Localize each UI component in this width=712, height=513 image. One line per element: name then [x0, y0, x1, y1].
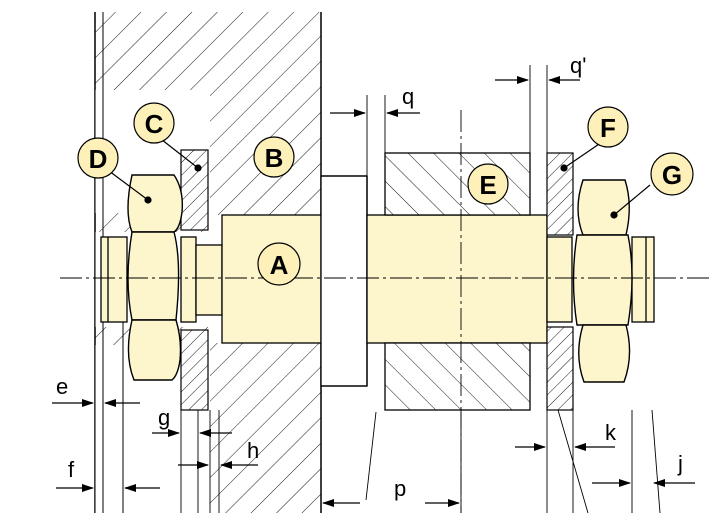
label-g: G — [662, 160, 682, 190]
label-bubble-e: E — [467, 163, 509, 205]
dim-label-q: q — [402, 84, 414, 109]
block-e — [384, 152, 531, 411]
label-f: F — [600, 113, 616, 143]
extension-lines — [180, 65, 661, 513]
label-c: C — [145, 109, 164, 139]
label-bubble-c: C — [133, 102, 175, 144]
dim-label-j: j — [677, 451, 683, 476]
label-bubble-f: F — [587, 106, 629, 148]
dim-label-q-prime: q' — [570, 53, 586, 78]
label-d: D — [89, 144, 108, 174]
washer-f — [546, 152, 574, 411]
dim-label-p: p — [394, 476, 406, 501]
dimension-arrows — [52, 76, 695, 507]
label-a: A — [270, 250, 289, 280]
dim-label-f: f — [68, 457, 75, 482]
label-bubble-g: G — [650, 152, 694, 196]
dim-label-k: k — [605, 420, 617, 445]
label-bubble-a: A — [257, 242, 301, 286]
washer-c — [180, 149, 209, 411]
label-e: E — [479, 170, 496, 200]
bolt-a — [100, 175, 655, 387]
dim-label-g: g — [158, 405, 170, 430]
nut-d — [127, 174, 184, 381]
label-bubble-b: B — [253, 136, 295, 178]
label-b: B — [265, 143, 284, 173]
dim-label-e: e — [56, 374, 68, 399]
label-bubble-d: D — [77, 137, 119, 179]
dim-label-h: h — [247, 438, 259, 463]
nut-g — [572, 179, 633, 383]
leader-lines — [104, 135, 651, 219]
